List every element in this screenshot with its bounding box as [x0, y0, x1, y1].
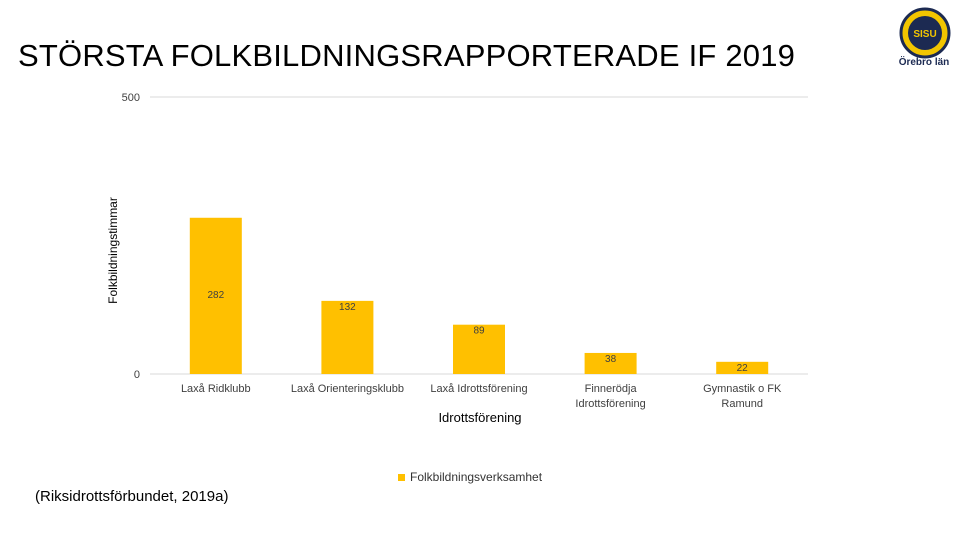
y-tick-label: 500 — [122, 92, 140, 104]
data-label: 22 — [737, 363, 749, 374]
x-tick-label: Ramund — [721, 398, 763, 410]
bar — [584, 352, 637, 374]
bar — [716, 361, 769, 374]
x-tick-label: Idrottsförening — [575, 398, 645, 410]
x-tick-label: Gymnastik o FK — [703, 383, 782, 395]
data-label: 282 — [207, 290, 224, 301]
sisu-logo: SISU — [899, 7, 951, 59]
x-axis-title: Idrottsförening — [438, 410, 522, 425]
x-tick-label: Laxå Ridklubb — [181, 383, 251, 395]
bar — [321, 300, 374, 374]
data-label: 132 — [339, 302, 356, 313]
data-label: 38 — [605, 354, 617, 365]
x-tick-label: Laxå Idrottsförening — [430, 383, 527, 395]
y-tick-label: 0 — [134, 369, 140, 381]
page-title: STÖRSTA FOLKBILDNINGSRAPPORTERADE IF 201… — [18, 38, 796, 73]
logo-letters: SISU — [913, 29, 936, 40]
legend-swatch — [398, 473, 405, 481]
x-tick-label: Finnerödja — [585, 383, 638, 395]
source-citation: (Riksidrottsförbundet, 2019a) — [35, 488, 229, 505]
legend: Folkbildningsverksamhet — [398, 470, 542, 484]
logo-text: Örebro län — [898, 57, 950, 68]
legend-label: Folkbildningsverksamhet — [410, 470, 543, 484]
x-tick-label: Laxå Orienteringsklubb — [291, 383, 404, 395]
bar — [453, 324, 505, 374]
y-axis-title: Folkbildningstimmar — [106, 197, 120, 304]
data-label: 89 — [473, 326, 485, 337]
bar — [189, 217, 242, 374]
